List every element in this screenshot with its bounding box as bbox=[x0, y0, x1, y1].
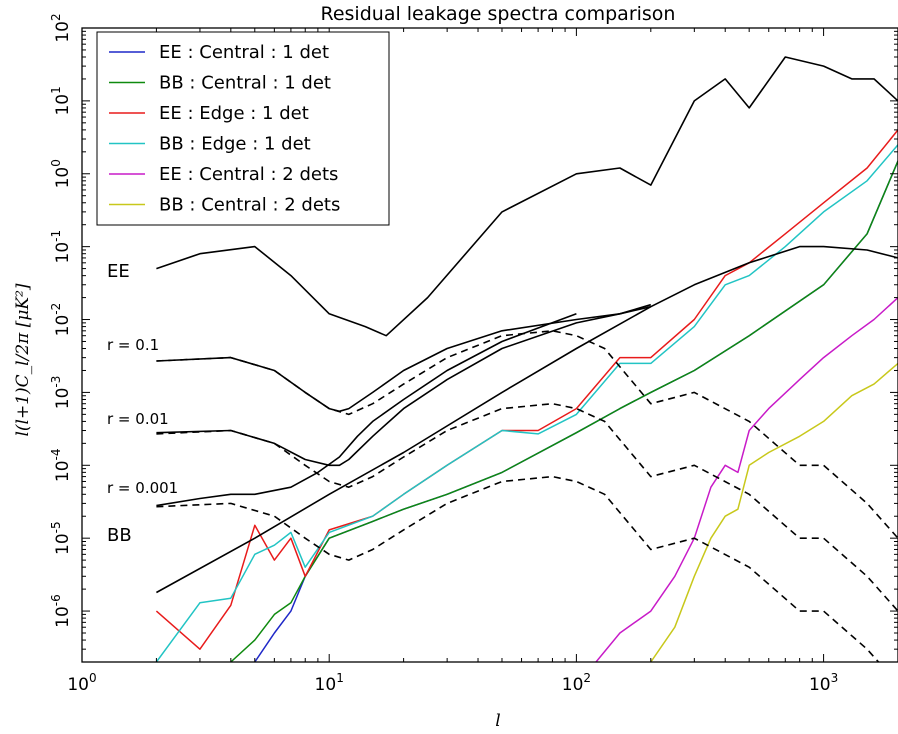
chart-title: Residual leakage spectra comparison bbox=[321, 3, 676, 25]
annotation-label: r = 0.001 bbox=[107, 479, 178, 497]
legend-item: BB : Central : 1 det bbox=[109, 73, 331, 94]
x-axis-label: l bbox=[495, 711, 500, 731]
series-line-reference-6 bbox=[156, 56, 898, 337]
legend-item: EE : Edge : 1 det bbox=[109, 103, 309, 124]
legend-label: BB : Edge : 1 det bbox=[159, 134, 311, 155]
legend-item: BB : Central : 2 dets bbox=[109, 195, 340, 216]
y-tick-label: 101 bbox=[49, 86, 73, 115]
legend-label: EE : Central : 1 det bbox=[159, 42, 329, 63]
plot-frame bbox=[81, 27, 898, 663]
y-tick-label: 10-6 bbox=[49, 594, 73, 628]
series-line-bb-central-1-det bbox=[230, 160, 898, 662]
legend-item: EE : Central : 1 det bbox=[109, 42, 329, 63]
legend-box bbox=[96, 31, 390, 226]
legend-item: BB : Edge : 1 det bbox=[109, 134, 311, 155]
y-tick-label: 10-3 bbox=[49, 376, 73, 410]
series-line-bb-central-2-dets bbox=[650, 362, 898, 662]
y-tick-label: 10-1 bbox=[49, 230, 73, 264]
legend-label: BB : Central : 1 det bbox=[159, 73, 331, 94]
series-line-reference-12 bbox=[156, 402, 898, 612]
annotation-label: EE bbox=[107, 261, 130, 282]
legend-label: EE : Edge : 1 det bbox=[159, 103, 309, 124]
y-tick-label: 10-4 bbox=[49, 448, 73, 482]
y-axis-label: l(l+1)C_l/2π [μK²] bbox=[13, 283, 33, 436]
legend-label: EE : Central : 2 dets bbox=[159, 164, 338, 185]
legend-item: EE : Central : 2 dets bbox=[109, 164, 338, 185]
annotation-label: r = 0.01 bbox=[107, 410, 169, 428]
x-tick-label: 102 bbox=[562, 671, 591, 695]
annotation-label: r = 0.1 bbox=[107, 336, 159, 354]
annotation-label: BB bbox=[107, 525, 132, 546]
x-tick-label: 103 bbox=[809, 671, 838, 695]
y-tick-label: 100 bbox=[49, 159, 73, 188]
series-line-reference-13 bbox=[156, 475, 880, 662]
x-tick-label: 101 bbox=[315, 671, 344, 695]
y-tick-label: 10-5 bbox=[49, 521, 73, 555]
series-line-reference-10 bbox=[156, 313, 577, 507]
legend-label: BB : Central : 2 dets bbox=[159, 195, 340, 216]
series-line-ee-central-2-dets bbox=[595, 297, 898, 662]
series-line-bb-edge-1-det bbox=[155, 144, 898, 662]
y-tick-label: 102 bbox=[49, 13, 73, 42]
y-tick-label: 10-2 bbox=[49, 303, 73, 337]
series-line-reference-11 bbox=[156, 329, 898, 539]
x-tick-label: 100 bbox=[67, 671, 96, 695]
